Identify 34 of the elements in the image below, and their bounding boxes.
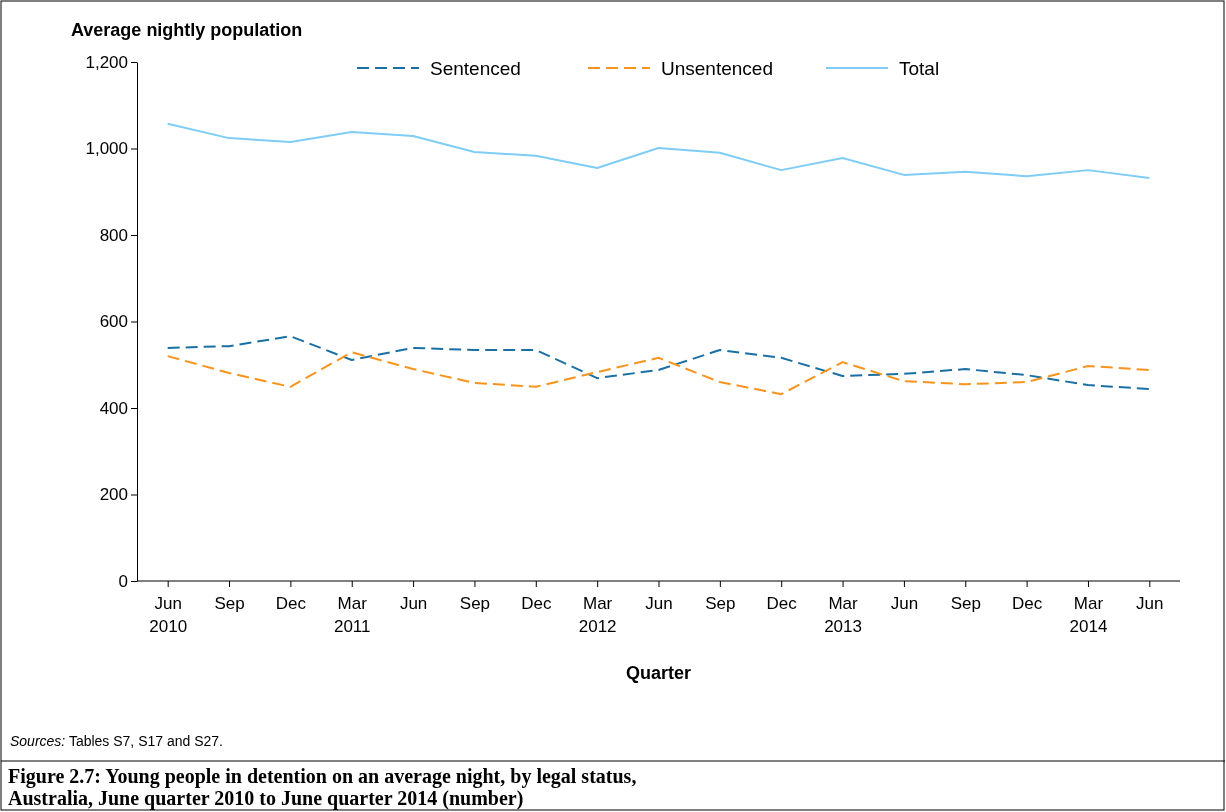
x-tick-label: Sep xyxy=(214,594,245,613)
y-tick-label: 400 xyxy=(99,398,128,418)
x-tick-label: Jun 2010 xyxy=(149,594,188,636)
y-tick-label: 1,000 xyxy=(85,139,128,159)
x-tick-label: Jun xyxy=(399,594,428,613)
x-tick-label: Dec xyxy=(766,594,798,613)
y-tick-label: 800 xyxy=(99,225,128,245)
x-tick-label: Jun xyxy=(645,594,673,613)
text: Figure 2.7: Young people in detention on an average night, by legal status, Australia, June quarter 2010 to June quarter 2014 (number) xyxy=(8,765,637,810)
y-tick-label: 1,200 xyxy=(85,52,128,72)
legend-label: Unsentenced xyxy=(661,58,773,79)
x-tick-label: Sep xyxy=(950,594,981,613)
x-tick-label: Sep xyxy=(705,594,736,613)
y-axis-title: Average nightly population xyxy=(71,20,303,40)
x-tick-label: Mar 2014 xyxy=(1069,594,1108,636)
x-tick-label: Dec xyxy=(1012,594,1043,613)
x-axis-title: Quarter xyxy=(625,663,692,683)
x-tick-label: Jun xyxy=(1136,594,1164,613)
x-tick-label: Dec xyxy=(275,594,307,613)
legend-label: Sentenced xyxy=(430,58,521,79)
line-series xyxy=(166,351,1151,396)
source-note: Sources: Tables S7, S17 and S27. xyxy=(10,733,223,749)
x-tick-label: Dec xyxy=(521,594,552,613)
x-tick-label: Mar 2012 xyxy=(578,594,617,636)
x-tick-label: Mar 2011 xyxy=(333,594,371,636)
line-series xyxy=(166,122,1151,179)
y-tick-label: 600 xyxy=(99,312,128,332)
legend-label: Total xyxy=(899,58,940,79)
x-tick-label: Jun xyxy=(890,594,919,613)
y-tick-label: 0 xyxy=(118,571,128,591)
x-tick-label: Mar 2013 xyxy=(824,594,862,636)
y-tick-label: 200 xyxy=(99,485,128,505)
line-series xyxy=(166,335,1151,390)
x-tick-label: Sep xyxy=(459,594,491,613)
